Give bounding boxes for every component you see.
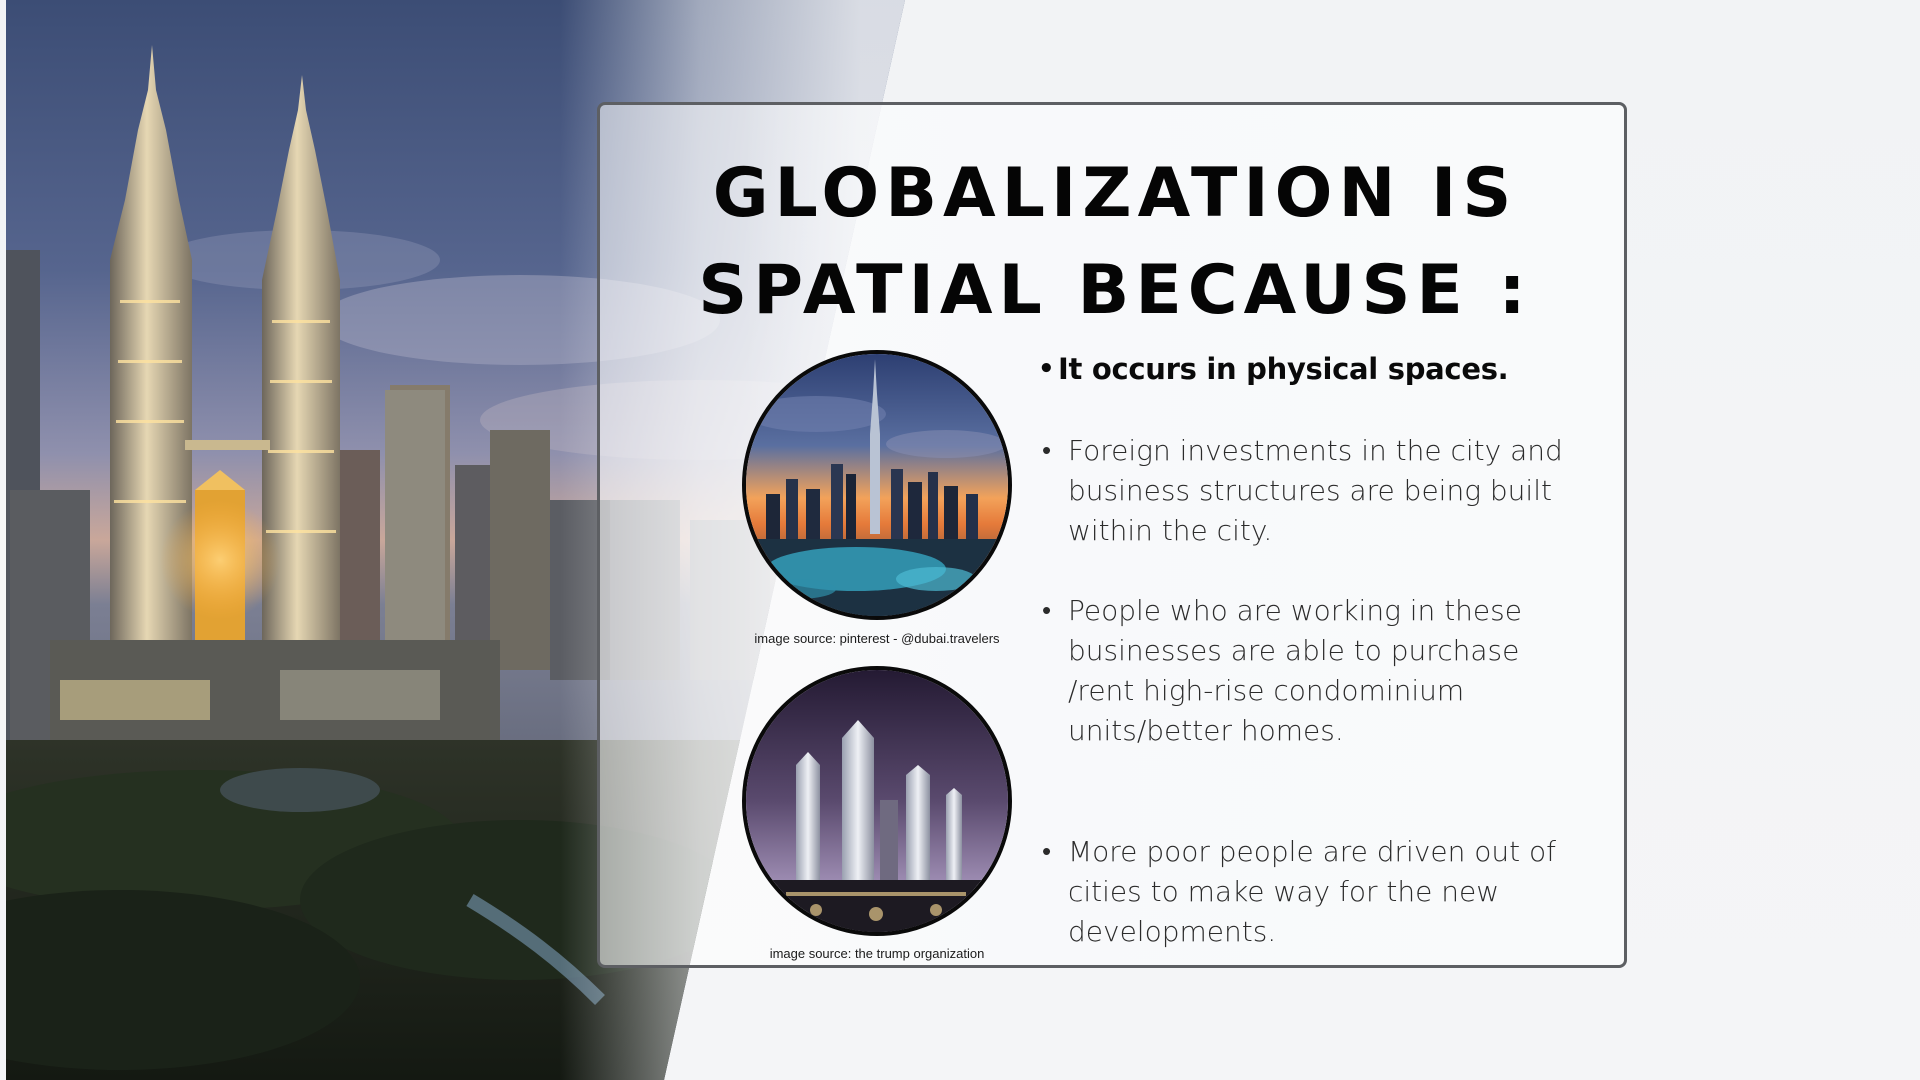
bullet-item: • More poor people are driven out of cit…: [1038, 832, 1608, 952]
bullet-dot: •: [1038, 354, 1055, 384]
bullet-dot: •: [1042, 837, 1052, 867]
bullet-item: • Foreign investments in the city and bu…: [1038, 431, 1588, 551]
title-line-1: GLOBALIZATION IS: [712, 154, 1518, 233]
bullet-text: Foreign investments in the city and busi…: [1068, 434, 1563, 547]
bullet-lead: • It occurs in physical spaces.: [1038, 349, 1618, 389]
image-caption-1: image source: pinterest - @dubai.travele…: [754, 631, 1000, 646]
bullet-dot: •: [1042, 596, 1052, 626]
bullet-item: • People who are working in these busine…: [1038, 591, 1588, 751]
bullet-text: People who are working in these business…: [1068, 594, 1522, 747]
title-line-2: SPATIAL BECAUSE :: [698, 251, 1532, 330]
bullet-lead-text: It occurs in physical spaces.: [1058, 352, 1509, 386]
content-card: GLOBALIZATION IS SPATIAL BECAUSE :: [597, 102, 1627, 968]
bullet-text: More poor people are driven out of citie…: [1068, 835, 1557, 948]
dubai-skyline-image: [742, 350, 1012, 620]
bullet-dot: •: [1042, 436, 1052, 466]
slide-title: GLOBALIZATION IS SPATIAL BECAUSE :: [600, 145, 1630, 339]
condominium-towers-image: [742, 666, 1012, 936]
image-caption-2: image source: the trump organization: [769, 946, 985, 961]
